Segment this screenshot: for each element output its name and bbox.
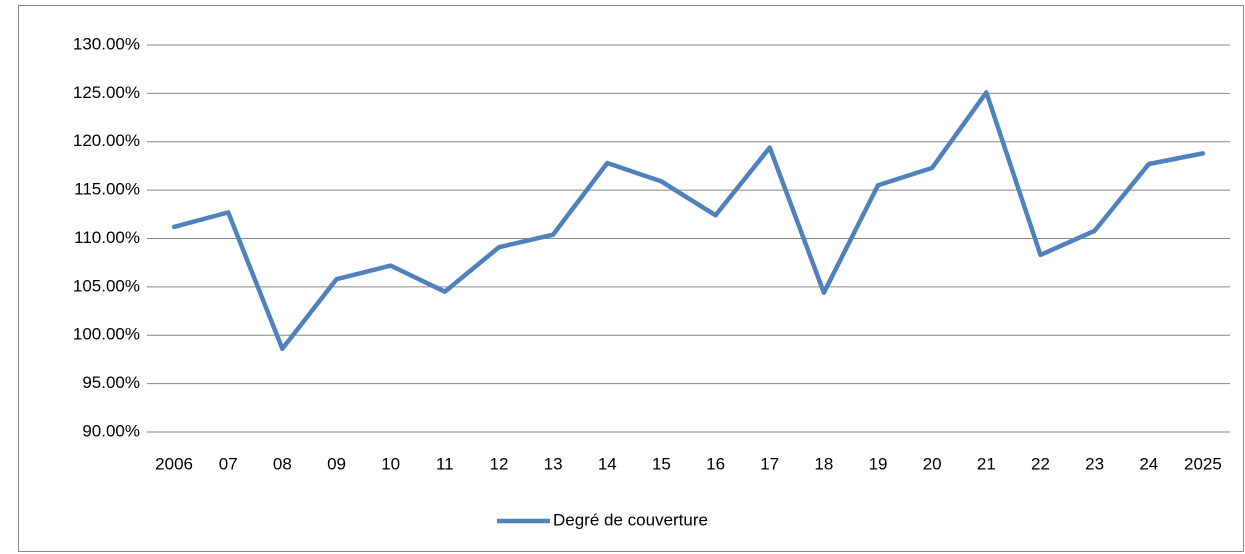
x-tick-label: 23 [1085, 454, 1104, 473]
y-tick-label: 100.00% [73, 325, 140, 344]
x-tick-label: 18 [814, 454, 833, 473]
y-tick-label: 115.00% [74, 180, 140, 199]
x-tick-label: 13 [544, 454, 563, 473]
x-tick-label: 09 [327, 454, 346, 473]
legend-label: Degré de couverture [553, 510, 708, 529]
x-tick-label: 14 [598, 454, 617, 473]
y-tick-label: 95.00% [82, 373, 140, 392]
x-tick-label: 10 [381, 454, 400, 473]
y-tick-label: 130.00% [73, 34, 140, 53]
y-tick-label: 90.00% [82, 421, 140, 440]
x-tick-label: 08 [273, 454, 292, 473]
x-tick-label: 12 [490, 454, 509, 473]
x-tick-label: 21 [977, 454, 996, 473]
x-tick-label: 2025 [1184, 454, 1222, 473]
x-tick-label: 22 [1031, 454, 1050, 473]
x-tick-label: 11 [436, 454, 454, 473]
y-tick-label: 120.00% [73, 131, 140, 150]
x-tick-label: 24 [1139, 454, 1158, 473]
y-tick-label: 105.00% [73, 276, 140, 295]
x-tick-label: 07 [219, 454, 238, 473]
chart-border [18, 5, 1244, 552]
x-tick-label: 19 [869, 454, 888, 473]
x-tick-label: 15 [652, 454, 671, 473]
y-tick-label: 110.00% [74, 228, 140, 247]
x-tick-label: 16 [706, 454, 725, 473]
y-tick-label: 125.00% [73, 83, 140, 102]
x-tick-label: 17 [760, 454, 779, 473]
x-tick-label: 20 [923, 454, 942, 473]
data-line [171, 90, 1206, 352]
x-tick-label: 2006 [155, 454, 193, 473]
